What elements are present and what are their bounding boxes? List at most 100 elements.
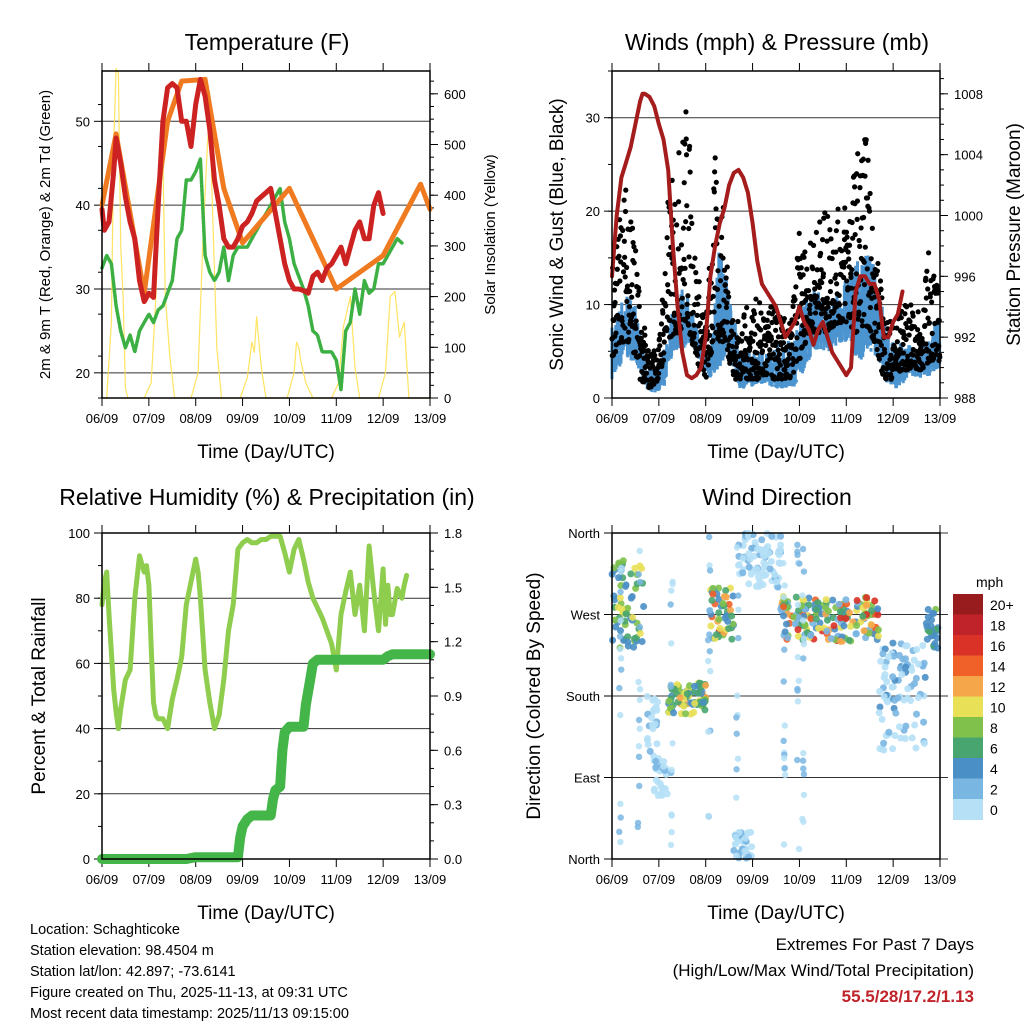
legend-swatch bbox=[953, 594, 983, 615]
x-tick-label: 13/09 bbox=[414, 872, 447, 887]
wind-direction-point bbox=[733, 730, 740, 737]
gust-point bbox=[817, 219, 823, 225]
wind-direction-point bbox=[821, 604, 829, 612]
wind-direction-point bbox=[760, 572, 768, 580]
wind-direction-point bbox=[800, 640, 808, 648]
gust-point bbox=[915, 327, 921, 333]
gust-point bbox=[692, 255, 698, 261]
gust-point bbox=[824, 238, 830, 244]
wind-direction-point bbox=[739, 554, 747, 562]
legend-label: 8 bbox=[990, 720, 998, 736]
gust-point bbox=[903, 336, 909, 343]
gust-point bbox=[900, 341, 906, 348]
legend-swatch bbox=[953, 778, 983, 800]
legend-label: 16 bbox=[990, 638, 1006, 654]
gust-point bbox=[819, 237, 826, 243]
gust-point bbox=[628, 219, 634, 225]
gust-point bbox=[633, 318, 639, 324]
gust-point bbox=[664, 235, 670, 241]
wind-direction-point bbox=[706, 562, 713, 569]
wind-direction-point bbox=[734, 838, 741, 845]
wind-direction-point bbox=[643, 692, 651, 700]
wind-direction-point bbox=[767, 557, 775, 565]
wind-direction-point bbox=[780, 678, 787, 685]
gust-point bbox=[846, 242, 853, 248]
wind-direction-point bbox=[781, 722, 789, 729]
gust-point bbox=[907, 318, 913, 325]
legend-swatch bbox=[953, 717, 983, 738]
y-tick-label: 0 bbox=[593, 391, 600, 406]
wind-direction-point bbox=[794, 698, 802, 705]
gust-point bbox=[865, 157, 871, 163]
wind-direction-point bbox=[853, 597, 861, 605]
wind-direction-point bbox=[920, 659, 928, 667]
gust-point bbox=[819, 280, 825, 286]
gust-point bbox=[678, 242, 685, 248]
y-right-tick-label: 988 bbox=[954, 391, 976, 406]
wind-direction-point bbox=[634, 823, 642, 831]
temp-2m-line bbox=[99, 76, 386, 305]
gust-point bbox=[741, 312, 747, 318]
legend-swatch bbox=[953, 696, 983, 718]
wind-direction-point bbox=[716, 624, 724, 632]
wind-direction-point bbox=[928, 616, 936, 624]
y-right-tick-label: 600 bbox=[444, 87, 466, 102]
gust-point bbox=[612, 299, 618, 306]
gust-point bbox=[875, 260, 881, 267]
gust-point bbox=[846, 256, 852, 262]
gust-point bbox=[624, 264, 630, 271]
gust-point bbox=[867, 190, 873, 197]
gust-point bbox=[616, 253, 622, 259]
gust-point bbox=[861, 281, 868, 288]
gust-point bbox=[901, 332, 907, 338]
gust-point bbox=[935, 290, 941, 296]
gust-point bbox=[843, 229, 850, 235]
gust-point bbox=[716, 303, 722, 309]
gust-point bbox=[629, 282, 635, 288]
y-tick-label: South bbox=[566, 689, 600, 704]
gust-point bbox=[850, 235, 856, 241]
wind-direction-point bbox=[880, 693, 888, 701]
gust-point bbox=[836, 292, 842, 299]
wind-direction-point bbox=[611, 616, 619, 624]
wind-direction-point bbox=[812, 615, 820, 623]
gust-point bbox=[876, 356, 882, 362]
gust-point bbox=[644, 377, 651, 383]
gust-point bbox=[681, 180, 687, 186]
wind-direction-point bbox=[895, 651, 903, 659]
wind-direction-point bbox=[616, 627, 624, 635]
gust-point bbox=[624, 283, 631, 289]
gust-point bbox=[848, 274, 854, 280]
gust-point bbox=[827, 227, 833, 233]
gust-point bbox=[645, 348, 651, 354]
y-axis-label: Percent & Total Rainfall bbox=[29, 597, 50, 794]
gust-point bbox=[663, 303, 669, 309]
gust-point bbox=[683, 136, 689, 142]
gust-point bbox=[831, 299, 837, 305]
gust-point bbox=[626, 304, 633, 310]
gust-point bbox=[821, 215, 827, 221]
x-tick-label: 06/09 bbox=[596, 872, 629, 887]
gust-point bbox=[869, 225, 875, 231]
legend-label: 18 bbox=[990, 618, 1006, 634]
gust-point bbox=[774, 366, 780, 372]
wind-direction-point bbox=[699, 698, 707, 706]
gust-point bbox=[685, 293, 691, 299]
gust-point bbox=[618, 335, 625, 341]
legend-swatch bbox=[953, 676, 983, 697]
wind-direction-point bbox=[822, 596, 830, 604]
gust-point bbox=[631, 260, 637, 266]
gust-point bbox=[877, 278, 884, 284]
wind-direction-point bbox=[757, 546, 765, 554]
dewpoint-line bbox=[100, 157, 404, 392]
wind-direction-point bbox=[911, 721, 919, 729]
wind-direction-point bbox=[724, 617, 732, 625]
gust-point bbox=[676, 199, 682, 205]
wind-direction-point bbox=[733, 794, 740, 801]
gust-point bbox=[864, 195, 871, 201]
wind-direction-point bbox=[799, 592, 806, 599]
gust-point bbox=[730, 317, 736, 324]
gust-point bbox=[642, 342, 649, 348]
wind-direction-point bbox=[758, 536, 766, 544]
gust-point bbox=[874, 268, 880, 274]
